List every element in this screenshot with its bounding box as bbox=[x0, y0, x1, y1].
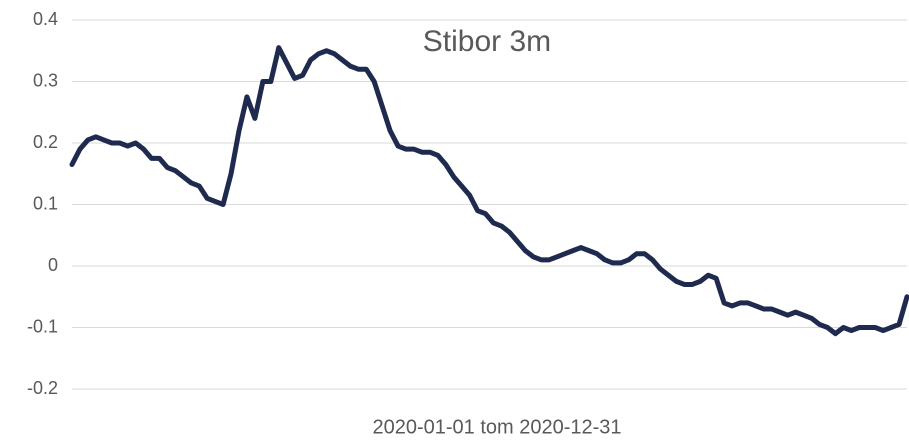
y-tick-label: 0.2 bbox=[33, 132, 58, 152]
y-tick-label: -0.2 bbox=[27, 378, 58, 398]
grid bbox=[72, 19, 907, 390]
y-tick-label: 0.4 bbox=[33, 9, 58, 29]
y-tick-label: 0 bbox=[48, 255, 58, 275]
chart-title: Stibor 3m bbox=[423, 25, 551, 58]
x-axis-label: 2020-01-01 tom 2020-12-31 bbox=[372, 416, 621, 438]
y-tick-label: -0.1 bbox=[27, 316, 58, 336]
y-tick-label: 0.1 bbox=[33, 193, 58, 213]
y-tick-label: 0.3 bbox=[33, 70, 58, 90]
line bbox=[69, 45, 909, 337]
